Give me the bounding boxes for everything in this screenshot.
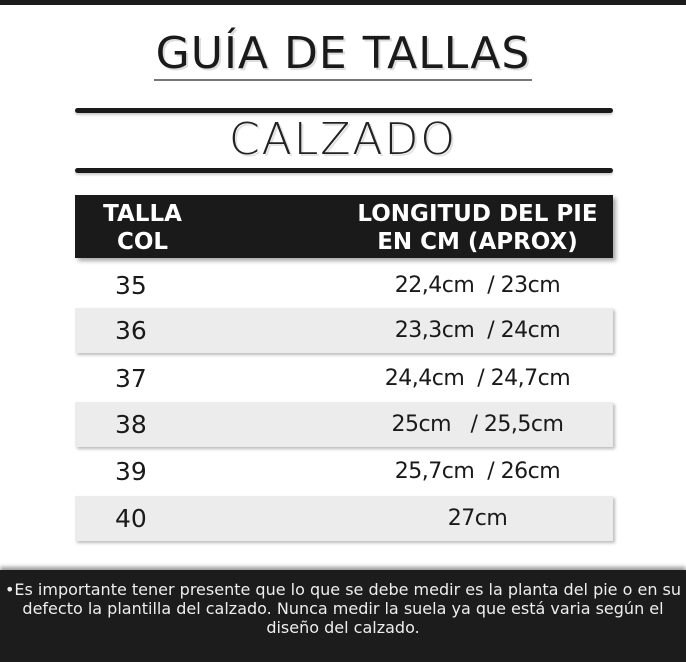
length-cell: 23,3cm / 24cm — [394, 318, 561, 343]
divider — [75, 168, 613, 173]
size-cell: 37 — [115, 364, 147, 393]
size-cell: 39 — [115, 457, 147, 486]
length-cell: 24,4cm / 24,7cm — [384, 366, 571, 391]
length-cell: 22,4cm / 23cm — [394, 273, 561, 298]
length-cell: 25cm / 25,5cm — [391, 412, 564, 437]
table-header: TALLA COL LONGITUD DEL PIE EN CM (APROX) — [75, 195, 613, 258]
size-cell: 35 — [115, 271, 147, 300]
header-size: TALLA COL — [103, 201, 182, 255]
size-cell: 36 — [115, 316, 147, 345]
note-text: •Es importante tener presente que lo que… — [4, 580, 682, 637]
page-title: GUÍA DE TALLAS — [0, 28, 686, 81]
title-text: GUÍA DE TALLAS — [153, 28, 533, 81]
table-row: 36 23,3cm / 24cm — [75, 308, 613, 353]
footer-note: •Es importante tener presente que lo que… — [0, 570, 686, 662]
size-cell: 38 — [115, 410, 147, 439]
length-cell: 27cm — [447, 506, 508, 531]
divider — [75, 108, 613, 113]
table-row: 37 24,4cm / 24,7cm — [75, 356, 613, 401]
header-length: LONGITUD DEL PIE EN CM (APROX) — [357, 201, 598, 255]
length-cell: 25,7cm / 26cm — [394, 459, 561, 484]
table-row: 35 22,4cm / 23cm — [75, 263, 613, 308]
table-row: 40 27cm — [75, 496, 613, 541]
size-cell: 40 — [115, 504, 147, 533]
table-row: 38 25cm / 25,5cm — [75, 402, 613, 447]
subtitle: CALZADO — [228, 114, 458, 165]
top-bar — [0, 0, 686, 5]
table-row: 39 25,7cm / 26cm — [75, 449, 613, 494]
